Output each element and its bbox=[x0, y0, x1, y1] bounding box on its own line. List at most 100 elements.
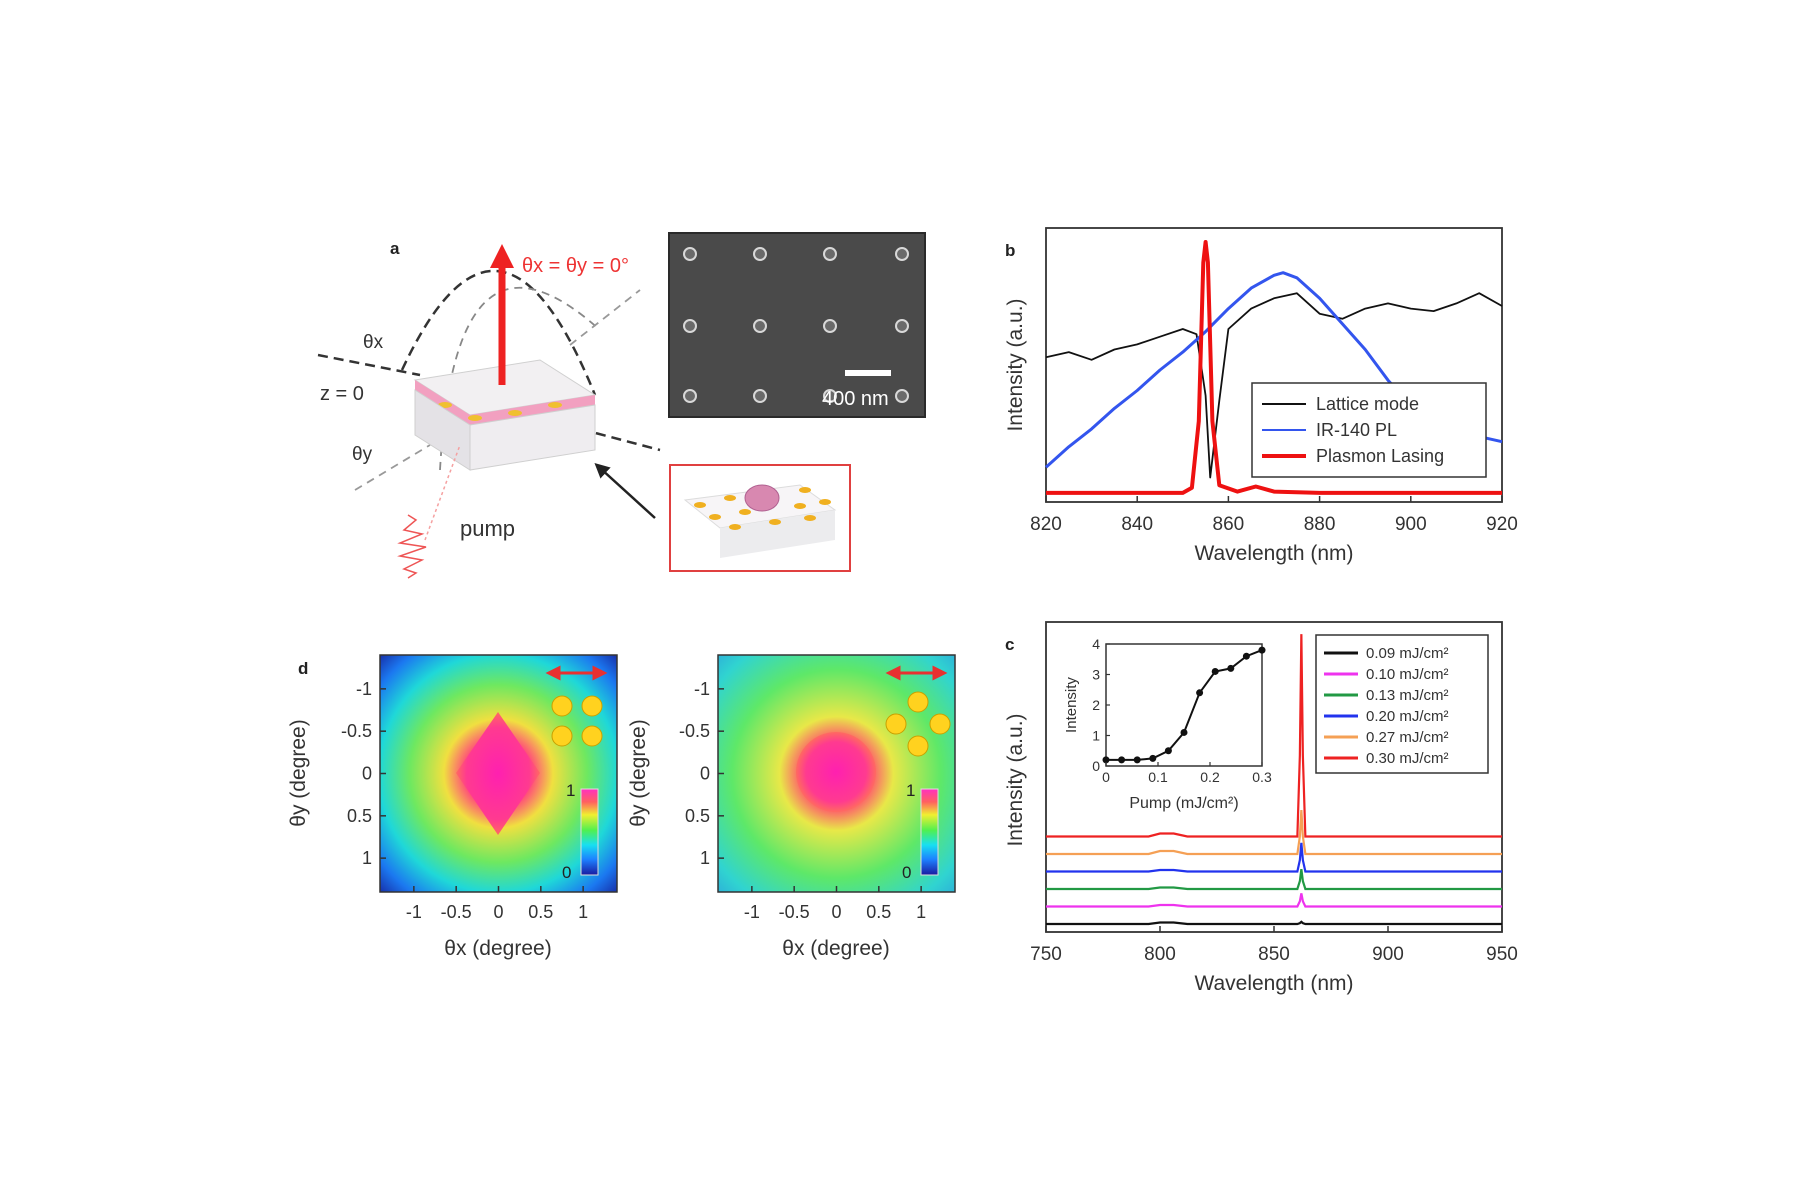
inset-y-label: Intensity bbox=[1063, 677, 1080, 733]
y-tick-label: -0.5 bbox=[341, 721, 372, 741]
series-line bbox=[1045, 292, 1503, 479]
series-line bbox=[1046, 869, 1502, 891]
nanoparticle bbox=[548, 402, 562, 408]
x-tick-label: 1 bbox=[916, 902, 926, 922]
panel-a: a θx = θy = 0° θx z = 0 θy pump bbox=[317, 232, 926, 579]
inset-point bbox=[1242, 652, 1250, 660]
inset-y-tick-label: 1 bbox=[1092, 728, 1100, 744]
x-tick-label: 900 bbox=[1395, 514, 1427, 535]
inset-y-tick-label: 2 bbox=[1092, 697, 1100, 713]
pump-beam bbox=[424, 444, 461, 541]
y-tick-label: 0.5 bbox=[685, 806, 710, 826]
inset-point bbox=[1102, 756, 1110, 764]
y-tick-label: -1 bbox=[356, 679, 372, 699]
pump-pulse bbox=[397, 514, 427, 579]
nanoparticle bbox=[468, 415, 482, 421]
pump-label: pump bbox=[460, 516, 515, 541]
heatmap-hotspot bbox=[796, 732, 876, 812]
series-line bbox=[1046, 240, 1502, 495]
inset-y-tick-label: 0 bbox=[1092, 758, 1100, 774]
x-tick-label: 1 bbox=[578, 902, 588, 922]
legend-label: 0.13 mJ/cm² bbox=[1366, 687, 1449, 704]
scale-bar bbox=[845, 370, 891, 376]
x-tick-label: 900 bbox=[1372, 944, 1404, 965]
legend: Lattice mode IR-140 PL Plasmon Lasing bbox=[1251, 382, 1487, 478]
inset-y-tick-label: 4 bbox=[1092, 636, 1100, 652]
x-tick-label: 0 bbox=[831, 902, 841, 922]
theta-x-label: θx bbox=[363, 332, 384, 353]
panel-b-chart: b 820 840 860 880 900 920 Wavelength (nm) Int… bbox=[1004, 227, 1518, 565]
x-tick-label: 880 bbox=[1304, 514, 1336, 535]
inset-point bbox=[1258, 646, 1266, 654]
axis-y-dashed-far bbox=[569, 289, 641, 346]
sample-side-right bbox=[469, 404, 596, 471]
theta-y-label: θy bbox=[352, 444, 373, 465]
y-tick-label: -0.5 bbox=[679, 721, 710, 741]
panel-c-chart: c 750 800 850 900 950 Wavelength (nm) Intens… bbox=[1004, 621, 1518, 995]
x-tick-label: 950 bbox=[1486, 944, 1518, 965]
legend: 0.09 mJ/cm² 0.10 mJ/cm² 0.13 mJ/cm² 0.20 mJ… bbox=[1315, 634, 1489, 774]
x-tick-label: -0.5 bbox=[779, 902, 810, 922]
x-tick-label: 860 bbox=[1213, 514, 1245, 535]
colorbar-min: 0 bbox=[902, 863, 911, 882]
series-line bbox=[1046, 920, 1502, 926]
legend-label: Lattice mode bbox=[1316, 394, 1419, 414]
emission-arrowhead bbox=[490, 244, 514, 268]
colorbar-min: 0 bbox=[562, 863, 571, 882]
x-axis-label: Wavelength (nm) bbox=[1194, 542, 1353, 565]
x-tick-label: 0.5 bbox=[866, 902, 891, 922]
panel-d: d 1 0 -1 -0.5 0 0.5 1 -1 -0.5 0 0.5 1 θx (degree)… bbox=[287, 654, 956, 960]
zoom-pointer bbox=[594, 462, 656, 519]
inset-point bbox=[1180, 728, 1188, 736]
inset-x-tick-label: 0.3 bbox=[1252, 769, 1272, 785]
axis-x-dashed bbox=[317, 353, 421, 377]
y-axis-label: Intensity (a.u.) bbox=[1004, 713, 1027, 846]
legend-label: Plasmon Lasing bbox=[1316, 446, 1444, 466]
panel-label-c: c bbox=[1005, 635, 1014, 654]
inset-y-tick-label: 3 bbox=[1092, 667, 1100, 683]
sem-image: 400 nm bbox=[668, 232, 926, 418]
y-tick-label: 0 bbox=[362, 764, 372, 784]
x-tick-label: 820 bbox=[1030, 514, 1062, 535]
inset-x-label: Pump (mJ/cm²) bbox=[1129, 795, 1238, 812]
lattice-rotated-icon bbox=[885, 691, 951, 757]
series-line bbox=[1046, 842, 1502, 873]
legend-label: 0.27 mJ/cm² bbox=[1366, 729, 1449, 746]
y-tick-label: 0.5 bbox=[347, 806, 372, 826]
inset-point bbox=[1211, 667, 1219, 675]
inset-chart: Intensity Pump (mJ/cm²) 0 0.1 0.2 0.3 0 1 2 3 4 bbox=[1063, 636, 1272, 812]
legend-label: 0.10 mJ/cm² bbox=[1366, 666, 1449, 683]
inset-point bbox=[1227, 664, 1235, 672]
colorbar-max: 1 bbox=[566, 781, 575, 800]
emission-angle-label: θx = θy = 0° bbox=[522, 255, 629, 277]
panel-label-a: a bbox=[390, 239, 400, 258]
z-label: z = 0 bbox=[320, 383, 364, 405]
zoom-inset bbox=[669, 464, 851, 572]
y-tick-label: 1 bbox=[362, 848, 372, 868]
axis-y-dashed bbox=[354, 444, 431, 491]
y-axis-label: θy (degree) bbox=[627, 719, 650, 826]
x-tick-label: 0.5 bbox=[528, 902, 553, 922]
inset-point bbox=[1149, 754, 1157, 762]
y-axis-label: θy (degree) bbox=[287, 719, 310, 826]
inset-x-tick-label: 0.1 bbox=[1148, 769, 1168, 785]
panel-label-d: d bbox=[298, 659, 308, 678]
sem-nanoparticles bbox=[683, 247, 909, 403]
legend-label: 0.20 mJ/cm² bbox=[1366, 708, 1449, 725]
y-tick-label: -1 bbox=[694, 679, 710, 699]
x-tick-label: 850 bbox=[1258, 944, 1290, 965]
y-tick-label: 0 bbox=[700, 764, 710, 784]
inset-point bbox=[1118, 756, 1126, 764]
heatmap-right: 1 0 -1 -0.5 0 0.5 1 -1 -0.5 0 0.5 1 θx (degree) θ… bbox=[627, 654, 956, 960]
x-tick-label: -1 bbox=[744, 902, 760, 922]
lattice-square-icon bbox=[551, 695, 603, 747]
inset-x-tick-label: 0 bbox=[1102, 769, 1110, 785]
x-axis-label: θx (degree) bbox=[782, 937, 889, 960]
colorbar-max: 1 bbox=[906, 781, 915, 800]
inset-point bbox=[1133, 756, 1141, 764]
x-tick-label: 920 bbox=[1486, 514, 1518, 535]
legend-label: IR-140 PL bbox=[1316, 420, 1397, 440]
sample-film bbox=[415, 380, 595, 425]
heatmap-left: 1 0 -1 -0.5 0 0.5 1 -1 -0.5 0 0.5 1 θx (degree) θ… bbox=[287, 654, 618, 960]
x-tick-label: 800 bbox=[1144, 944, 1176, 965]
